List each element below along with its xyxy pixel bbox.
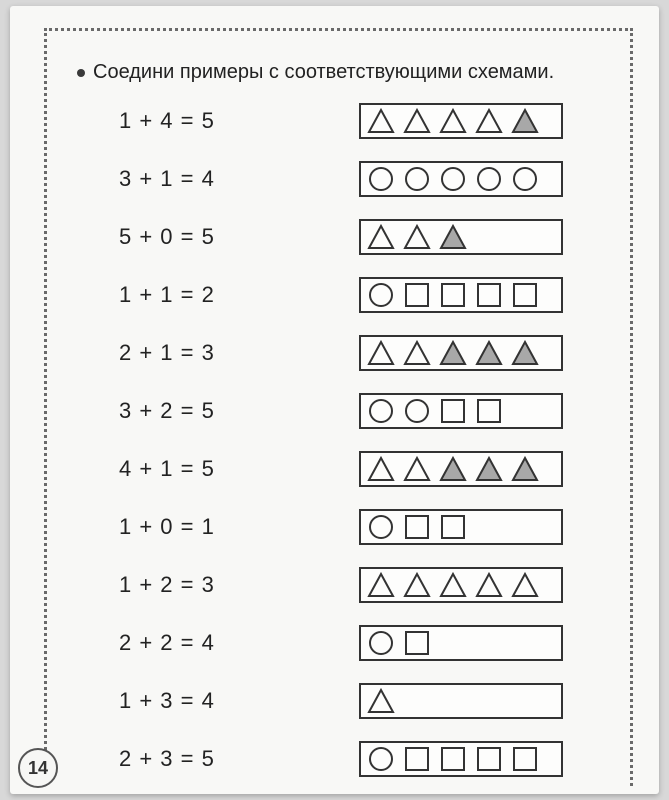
square-icon xyxy=(437,513,469,541)
equation-text: 1 + 2 = 3 xyxy=(119,572,259,598)
shape-box xyxy=(359,277,563,313)
equation-text: 2 + 1 = 3 xyxy=(119,340,259,366)
page-number-badge: 14 xyxy=(18,748,58,788)
circle-icon xyxy=(473,165,505,193)
triangle-icon xyxy=(509,339,541,367)
worksheet-page: Соедини примеры с соответствующими схема… xyxy=(10,6,659,794)
exercise-row: 2 + 3 = 5 xyxy=(119,740,606,778)
circle-icon xyxy=(401,397,433,425)
square-icon xyxy=(401,513,433,541)
triangle-icon xyxy=(401,571,433,599)
triangle-icon xyxy=(365,223,397,251)
instruction-text: Соедини примеры с соответствующими схема… xyxy=(93,61,554,84)
exercise-row: 2 + 2 = 4 xyxy=(119,624,606,662)
exercise-row: 2 + 1 = 3 xyxy=(119,334,606,372)
square-icon xyxy=(509,281,541,309)
equation-text: 1 + 0 = 1 xyxy=(119,514,259,540)
shape-box xyxy=(359,451,563,487)
triangle-icon xyxy=(509,455,541,483)
equation-text: 2 + 2 = 4 xyxy=(119,630,259,656)
square-icon xyxy=(437,281,469,309)
exercise-rows: 1 + 4 = 5 3 + 1 = 4 5 + 0 = 5 1 + 1 = 2 xyxy=(119,102,606,778)
bullet-icon xyxy=(77,69,85,77)
square-icon xyxy=(473,281,505,309)
triangle-icon xyxy=(437,339,469,367)
exercise-row: 1 + 2 = 3 xyxy=(119,566,606,604)
shape-box xyxy=(359,509,563,545)
triangle-icon xyxy=(437,223,469,251)
equation-text: 1 + 4 = 5 xyxy=(119,108,259,134)
triangle-icon xyxy=(365,107,397,135)
square-icon xyxy=(473,397,505,425)
square-icon xyxy=(401,745,433,773)
triangle-icon xyxy=(473,571,505,599)
triangle-icon xyxy=(401,107,433,135)
shape-box xyxy=(359,219,563,255)
circle-icon xyxy=(365,745,397,773)
shape-box xyxy=(359,567,563,603)
exercise-row: 3 + 1 = 4 xyxy=(119,160,606,198)
shape-box xyxy=(359,741,563,777)
exercise-row: 1 + 4 = 5 xyxy=(119,102,606,140)
triangle-icon xyxy=(365,571,397,599)
equation-text: 1 + 3 = 4 xyxy=(119,688,259,714)
exercise-row: 1 + 0 = 1 xyxy=(119,508,606,546)
exercise-row: 4 + 1 = 5 xyxy=(119,450,606,488)
equation-text: 1 + 1 = 2 xyxy=(119,282,259,308)
triangle-icon xyxy=(401,223,433,251)
triangle-icon xyxy=(365,339,397,367)
shape-box xyxy=(359,161,563,197)
shape-box xyxy=(359,625,563,661)
circle-icon xyxy=(437,165,469,193)
circle-icon xyxy=(401,165,433,193)
circle-icon xyxy=(365,629,397,657)
exercise-row: 5 + 0 = 5 xyxy=(119,218,606,256)
equation-text: 3 + 2 = 5 xyxy=(119,398,259,424)
equation-text: 2 + 3 = 5 xyxy=(119,746,259,772)
circle-icon xyxy=(509,165,541,193)
page-number-text: 14 xyxy=(28,758,48,779)
equation-text: 5 + 0 = 5 xyxy=(119,224,259,250)
equation-text: 3 + 1 = 4 xyxy=(119,166,259,192)
triangle-icon xyxy=(473,455,505,483)
dotted-frame: Соедини примеры с соответствующими схема… xyxy=(44,28,633,786)
triangle-icon xyxy=(437,455,469,483)
circle-icon xyxy=(365,281,397,309)
circle-icon xyxy=(365,397,397,425)
shape-box xyxy=(359,683,563,719)
instruction-line: Соедини примеры с соответствующими схема… xyxy=(77,61,606,84)
square-icon xyxy=(401,629,433,657)
triangle-icon xyxy=(365,455,397,483)
equation-text: 4 + 1 = 5 xyxy=(119,456,259,482)
exercise-row: 1 + 1 = 2 xyxy=(119,276,606,314)
triangle-icon xyxy=(509,571,541,599)
exercise-row: 1 + 3 = 4 xyxy=(119,682,606,720)
square-icon xyxy=(509,745,541,773)
circle-icon xyxy=(365,513,397,541)
square-icon xyxy=(473,745,505,773)
square-icon xyxy=(401,281,433,309)
triangle-icon xyxy=(473,339,505,367)
triangle-icon xyxy=(473,107,505,135)
triangle-icon xyxy=(401,455,433,483)
triangle-icon xyxy=(401,339,433,367)
exercise-row: 3 + 2 = 5 xyxy=(119,392,606,430)
triangle-icon xyxy=(509,107,541,135)
triangle-icon xyxy=(437,107,469,135)
circle-icon xyxy=(365,165,397,193)
square-icon xyxy=(437,745,469,773)
shape-box xyxy=(359,335,563,371)
shape-box xyxy=(359,393,563,429)
shape-box xyxy=(359,103,563,139)
triangle-icon xyxy=(365,687,397,715)
triangle-icon xyxy=(437,571,469,599)
square-icon xyxy=(437,397,469,425)
